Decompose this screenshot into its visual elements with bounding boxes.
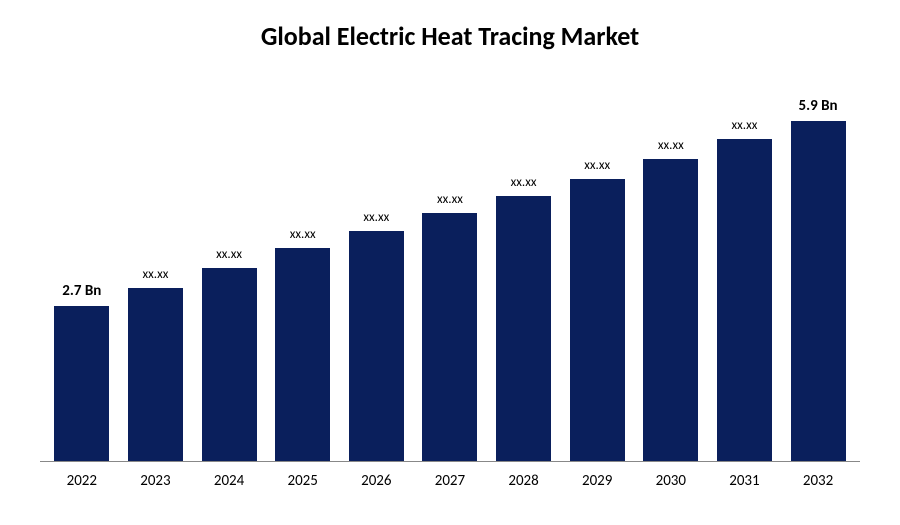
bar-value-label: 2.7 Bn <box>62 282 101 300</box>
x-axis-label: 2023 <box>125 472 185 490</box>
x-axis-label: 2028 <box>494 472 554 490</box>
x-axis-label: 2027 <box>420 472 480 490</box>
bar <box>422 213 477 461</box>
bar-group: xx.xx <box>199 247 259 461</box>
bar-value-label: xx.xx <box>143 267 169 282</box>
bar-value-label: xx.xx <box>732 118 758 133</box>
bar-value-label: xx.xx <box>363 210 389 225</box>
bar <box>128 288 183 461</box>
bar <box>496 196 551 461</box>
bar <box>54 306 109 461</box>
bar-value-label: xx.xx <box>216 247 242 262</box>
x-axis-label: 2026 <box>346 472 406 490</box>
bar <box>275 248 330 461</box>
bar-group: xx.xx <box>714 118 774 461</box>
bar-group: xx.xx <box>273 227 333 461</box>
bar-value-label: xx.xx <box>658 138 684 153</box>
x-axis-label: 2032 <box>788 472 848 490</box>
x-axis-label: 2029 <box>567 472 627 490</box>
bar-group: xx.xx <box>125 267 185 461</box>
x-axis-label: 2025 <box>273 472 333 490</box>
bar <box>202 268 257 461</box>
chart-container: Global Electric Heat Tracing Market 2.7 … <box>0 0 900 525</box>
bar-value-label: 5.9 Bn <box>799 97 838 115</box>
x-axis-label: 2031 <box>714 472 774 490</box>
plot-area: 2.7 Bn xx.xx xx.xx xx.xx xx.xx xx.xx xx.xx xx.x… <box>40 77 860 462</box>
bar <box>570 179 625 461</box>
chart-title: Global Electric Heat Tracing Market <box>40 20 860 52</box>
bar-value-label: xx.xx <box>290 227 316 242</box>
bar <box>349 231 404 461</box>
x-axis-label: 2030 <box>641 472 701 490</box>
x-axis-label: 2022 <box>52 472 112 490</box>
bar-group: xx.xx <box>346 210 406 461</box>
bar-value-label: xx.xx <box>511 175 537 190</box>
bar <box>643 159 698 461</box>
bar-group: xx.xx <box>420 192 480 461</box>
bar-group: xx.xx <box>641 138 701 461</box>
bar-group: 5.9 Bn <box>788 97 848 461</box>
bar-group: xx.xx <box>567 158 627 461</box>
bar <box>791 121 846 461</box>
bar-group: 2.7 Bn <box>52 282 112 461</box>
x-axis: 2022 2023 2024 2025 2026 2027 2028 2029 2030 2031… <box>40 462 860 490</box>
x-axis-label: 2024 <box>199 472 259 490</box>
bar-value-label: xx.xx <box>584 158 610 173</box>
bar <box>717 139 772 461</box>
bar-value-label: xx.xx <box>437 192 463 207</box>
bar-group: xx.xx <box>494 175 554 461</box>
